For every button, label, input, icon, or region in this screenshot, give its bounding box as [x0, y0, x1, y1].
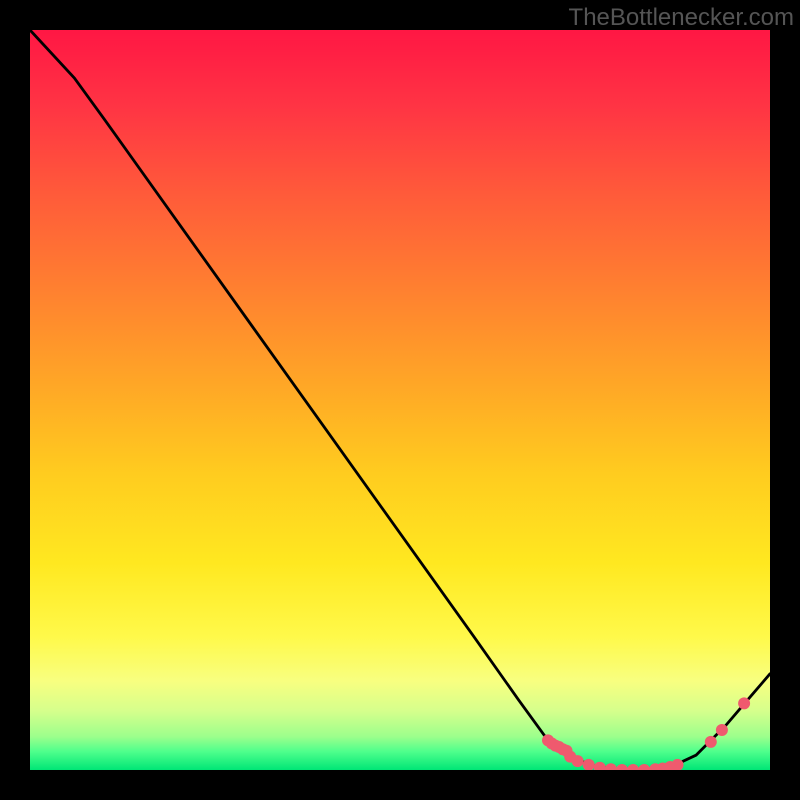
chart-plot-area	[30, 30, 770, 770]
data-point	[705, 736, 717, 748]
data-point	[572, 755, 584, 767]
watermark-text: TheBottlenecker.com	[569, 4, 794, 32]
chart-svg	[30, 30, 770, 770]
gradient-background	[30, 30, 770, 770]
data-point	[738, 697, 750, 709]
data-point	[716, 724, 728, 736]
